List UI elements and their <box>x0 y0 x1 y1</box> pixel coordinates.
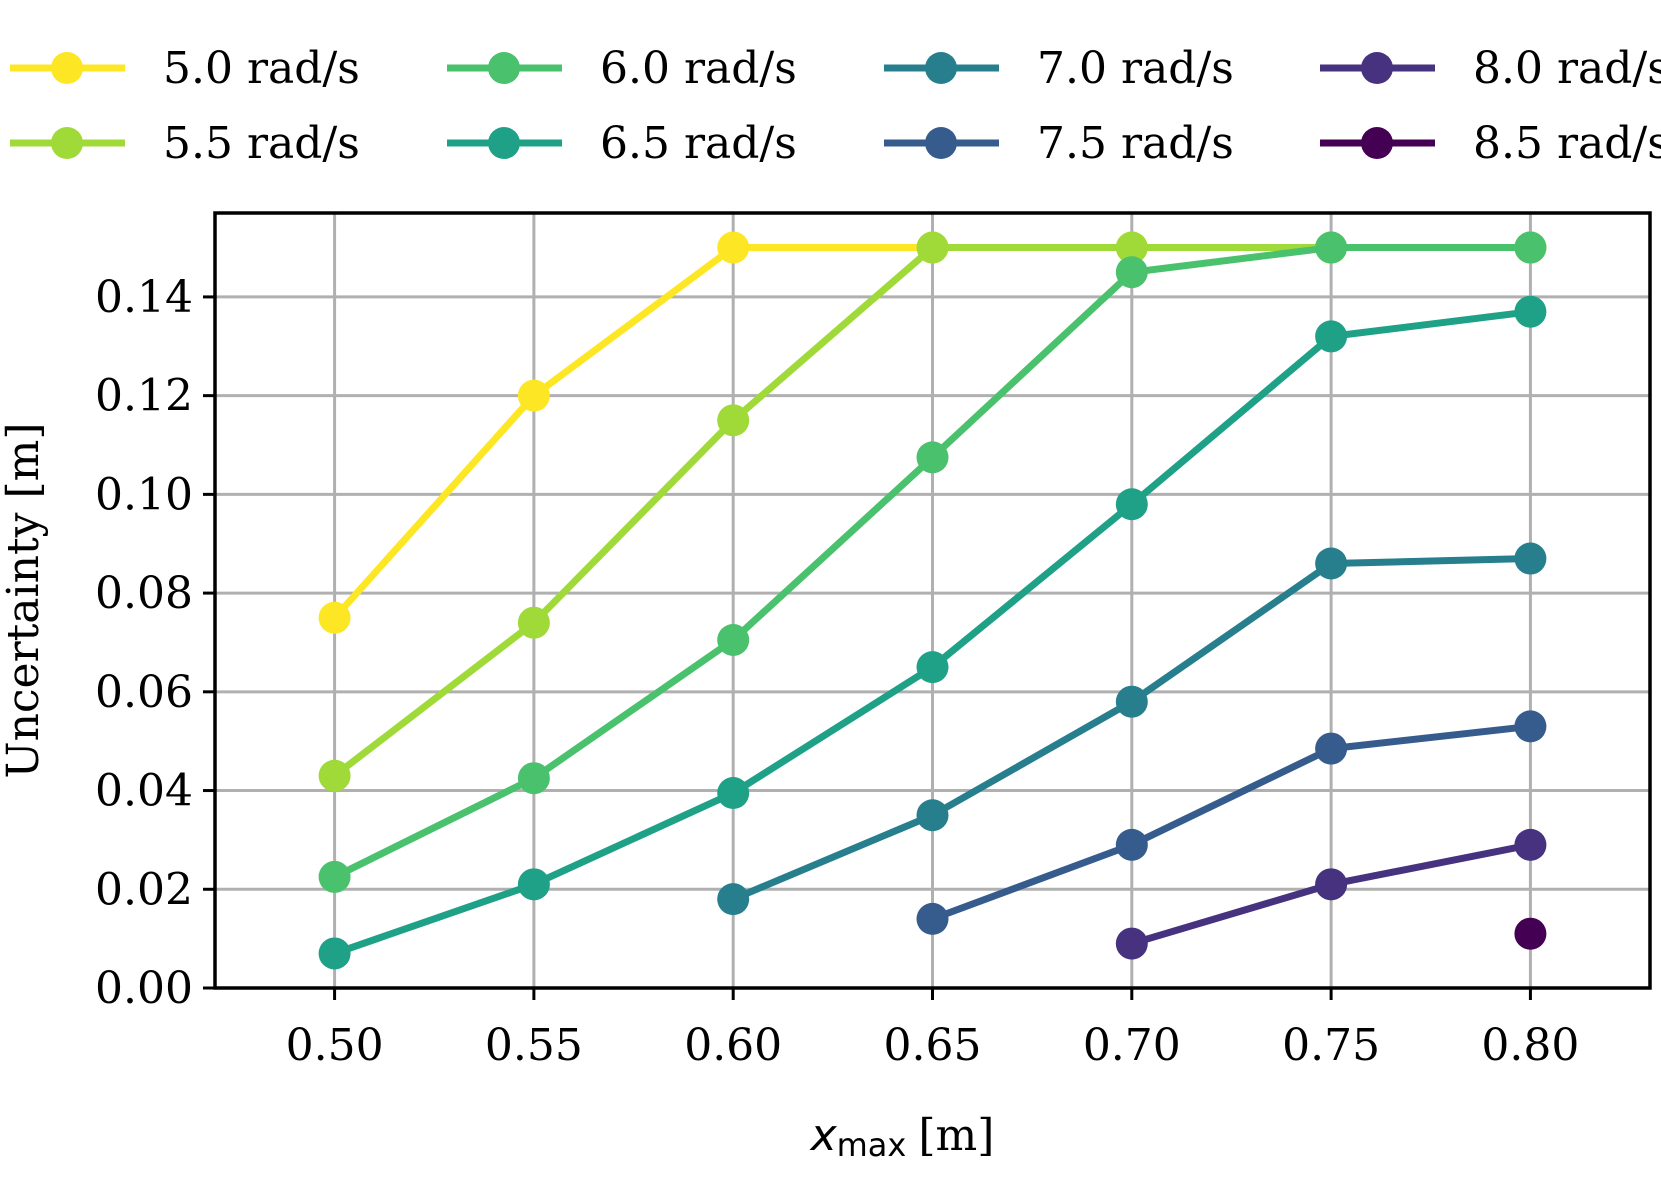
data-point <box>318 937 351 970</box>
data-point <box>916 231 949 264</box>
data-point <box>318 860 351 893</box>
data-point <box>1514 917 1547 950</box>
legend-marker <box>488 52 520 84</box>
legend-label: 6.5 rad/s <box>600 118 797 169</box>
series-7-5-rad-s <box>916 710 1547 935</box>
x-tick-label: 0.75 <box>1282 1020 1380 1071</box>
x-axis: 0.50 0.55 0.60 0.65 0.70 0.75 0.80 <box>286 988 1579 1071</box>
data-point <box>517 606 550 639</box>
legend-label: 5.0 rad/s <box>163 43 360 94</box>
grid <box>215 213 1650 990</box>
legend-label: 7.0 rad/s <box>1037 43 1234 94</box>
y-tick-label: 0.12 <box>95 371 193 422</box>
data-point <box>717 777 750 810</box>
data-point <box>1514 231 1547 264</box>
legend-marker <box>488 127 520 159</box>
legend-item: 8.5 rad/s <box>1320 118 1661 169</box>
data-point <box>1115 927 1148 960</box>
data-point <box>1115 828 1148 861</box>
y-tick-label: 0.00 <box>95 963 193 1014</box>
legend: 5.0 rad/s 5.5 rad/s 6.0 rad/s 6.5 rad/s 7.0 … <box>10 43 1661 169</box>
legend-marker <box>51 52 83 84</box>
y-axis-label: Uncertainty [m] <box>0 422 49 778</box>
data-point <box>717 623 750 656</box>
data-point <box>1115 685 1148 718</box>
y-tick-label: 0.06 <box>95 667 193 718</box>
legend-label: 6.0 rad/s <box>600 43 797 94</box>
legend-marker <box>1361 127 1393 159</box>
x-tick-label: 0.65 <box>884 1020 982 1071</box>
legend-item: 8.0 rad/s <box>1320 43 1661 94</box>
legend-item: 6.5 rad/s <box>447 118 797 169</box>
data-point <box>1315 231 1348 264</box>
data-point <box>1115 488 1148 521</box>
data-point <box>517 379 550 412</box>
data-point <box>916 902 949 935</box>
series-line <box>929 722 1534 923</box>
data-point <box>1315 320 1348 353</box>
data-point <box>1514 710 1547 743</box>
x-tick-label: 0.55 <box>485 1020 583 1071</box>
y-tick-label: 0.04 <box>95 766 193 817</box>
y-tick-label: 0.10 <box>95 469 193 520</box>
y-tick-label: 0.02 <box>95 864 193 915</box>
x-axis-label-unit: [m] <box>918 1110 994 1161</box>
x-tick-label: 0.80 <box>1481 1020 1579 1071</box>
series-8-0-rad-s <box>1115 828 1547 960</box>
data-point <box>1115 256 1148 289</box>
legend-item: 5.5 rad/s <box>10 118 360 169</box>
data-point <box>916 441 949 474</box>
data-point <box>1315 732 1348 765</box>
series-6-0-rad-s <box>318 231 1547 893</box>
x-tick-label: 0.60 <box>684 1020 782 1071</box>
data-point <box>1514 295 1547 328</box>
legend-marker <box>925 127 957 159</box>
data-point <box>916 651 949 684</box>
data-point <box>1514 542 1547 575</box>
data-point <box>517 868 550 901</box>
data-point <box>1514 828 1547 861</box>
x-tick-label: 0.70 <box>1083 1020 1181 1071</box>
data-point <box>717 883 750 916</box>
data-point <box>1315 547 1348 580</box>
legend-label: 5.5 rad/s <box>163 118 360 169</box>
legend-label: 7.5 rad/s <box>1037 118 1234 169</box>
data-point <box>1115 231 1148 264</box>
legend-item: 7.0 rad/s <box>884 43 1234 94</box>
y-tick-label: 0.08 <box>95 568 193 619</box>
legend-label: 8.0 rad/s <box>1473 43 1661 94</box>
x-tick-label: 0.50 <box>286 1020 384 1071</box>
series-8-5-rad-s <box>1514 917 1547 950</box>
data-point <box>717 231 750 264</box>
x-axis-label: xmax [m] <box>809 1110 995 1164</box>
data-point <box>318 601 351 634</box>
legend-item: 7.5 rad/s <box>884 118 1234 169</box>
data-point <box>1315 868 1348 901</box>
legend-marker <box>925 52 957 84</box>
legend-marker <box>1361 52 1393 84</box>
x-axis-label-symbol: x <box>809 1110 838 1161</box>
x-axis-label-subscript: max <box>837 1126 907 1164</box>
series-7-0-rad-s <box>717 542 1547 916</box>
series-layer <box>318 231 1547 970</box>
y-tick-label: 0.14 <box>95 272 193 323</box>
legend-label: 8.5 rad/s <box>1473 118 1661 169</box>
data-point <box>517 762 550 795</box>
y-axis: 0.00 0.02 0.04 0.06 0.08 0.10 0.12 0.14 <box>95 272 215 1014</box>
data-point <box>318 759 351 792</box>
legend-item: 5.0 rad/s <box>10 43 360 94</box>
series-6-5-rad-s <box>318 295 1547 970</box>
data-point <box>717 404 750 437</box>
legend-item: 6.0 rad/s <box>447 43 797 94</box>
legend-marker <box>51 127 83 159</box>
data-point <box>916 799 949 832</box>
